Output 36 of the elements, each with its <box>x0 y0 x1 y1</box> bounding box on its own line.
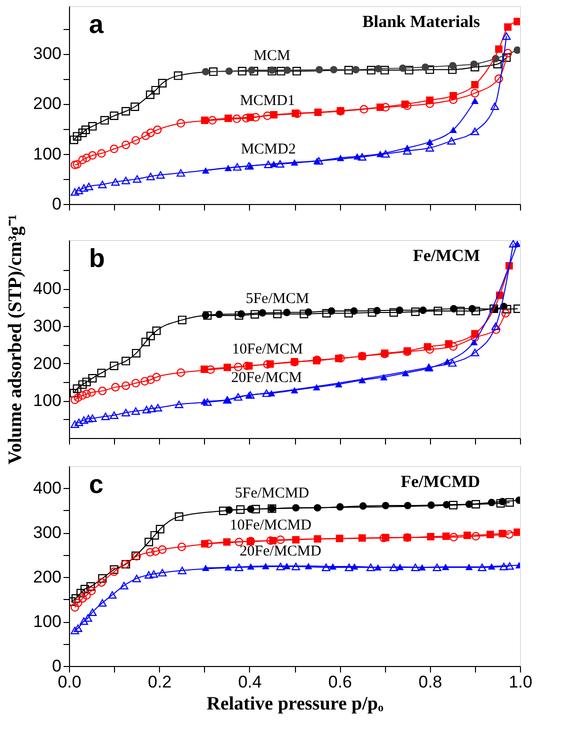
x-tick-label: 0.0 <box>58 672 82 692</box>
y-tick-label: 100 <box>33 612 62 632</box>
series-label: 10Fe/MCMD <box>230 518 312 534</box>
y-tick-label: 300 <box>33 316 62 336</box>
chart-title: Blank Materials <box>362 12 480 31</box>
series-label: MCMD2 <box>240 141 296 158</box>
y-tick-label: 100 <box>33 391 62 410</box>
y-tick-label: 100 <box>33 144 62 164</box>
y-tick-label: 0 <box>52 194 62 214</box>
x-tick-label: 0.8 <box>418 672 442 692</box>
x-axis-title: Relative pressure p/pₒ <box>206 694 384 714</box>
annotation: c <box>89 469 104 499</box>
y-tick-label: 200 <box>33 568 62 587</box>
series-label: 10Fe/MCM <box>232 341 303 358</box>
y-tick-label: 400 <box>33 279 62 298</box>
annotation: a <box>89 9 104 39</box>
x-tick-label: 0.4 <box>238 672 262 692</box>
series-label: 5Fe/MCMD <box>234 486 310 502</box>
x-tick-label: 1.0 <box>508 672 532 692</box>
y-tick-label: 0 <box>52 656 62 676</box>
series-label: MCMD1 <box>240 92 295 109</box>
y-tick-label: 400 <box>33 478 62 498</box>
y-tick-label: 200 <box>33 354 62 373</box>
x-tick-label: 0.2 <box>148 672 172 692</box>
series-label: 20Fe/MCM <box>231 370 302 386</box>
y-axis-title: Volume adsorbed (STP)/cm³g⁻¹ <box>5 214 26 464</box>
x-tick-label: 0.6 <box>328 672 352 692</box>
chart-title: Fe/MCMD <box>400 472 480 491</box>
annotation: b <box>89 243 105 273</box>
series-label: MCM <box>254 48 290 64</box>
y-tick-label: 200 <box>33 94 62 114</box>
chart-title: Fe/MCM <box>412 246 480 265</box>
series-label: 20Fe/MCMD <box>240 543 322 560</box>
series-label: 5Fe/MCM <box>246 290 310 307</box>
y-tick-label: 300 <box>33 44 62 64</box>
y-tick-label: 300 <box>33 523 62 542</box>
